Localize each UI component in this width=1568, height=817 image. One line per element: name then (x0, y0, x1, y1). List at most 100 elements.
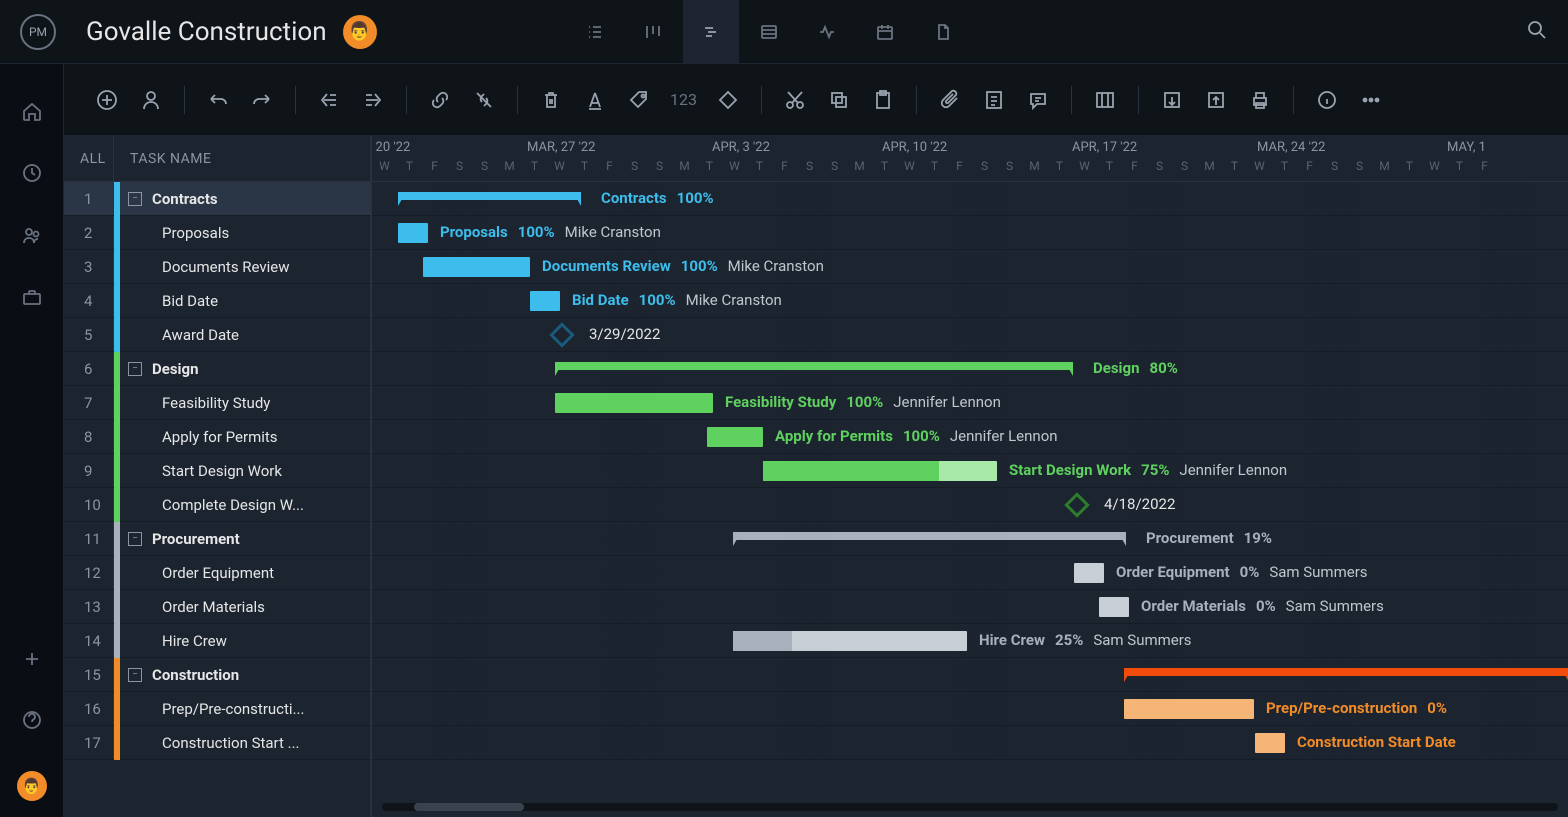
task-row[interactable]: 7Feasibility Study (64, 386, 370, 420)
summary-bar[interactable] (733, 532, 1126, 540)
gantt-row[interactable]: Apply for Permits100%Jennifer Lennon (372, 420, 1568, 454)
gantt-row[interactable]: Order Equipment0%Sam Summers (372, 556, 1568, 590)
horizontal-scrollbar[interactable] (382, 803, 1558, 811)
collapse-icon[interactable]: − (128, 192, 142, 206)
summary-bar[interactable] (1124, 668, 1568, 676)
task-row[interactable]: 13Order Materials (64, 590, 370, 624)
view-board-icon[interactable] (625, 0, 681, 64)
task-row[interactable]: 11−Procurement (64, 522, 370, 556)
task-row[interactable]: 9Start Design Work (64, 454, 370, 488)
briefcase-icon[interactable] (21, 286, 43, 312)
task-bar[interactable] (707, 427, 763, 447)
task-row[interactable]: 17Construction Start ... (64, 726, 370, 760)
project-avatar[interactable]: 👨 (343, 15, 377, 49)
task-row[interactable]: 4Bid Date (64, 284, 370, 318)
gantt-row[interactable]: Contracts100% (372, 182, 1568, 216)
gantt-row[interactable]: Construction Start Date (372, 726, 1568, 760)
task-bar[interactable] (1074, 563, 1104, 583)
add-task-icon[interactable] (88, 81, 126, 119)
task-bar[interactable] (1099, 597, 1129, 617)
task-bar[interactable] (398, 223, 428, 243)
help-icon[interactable] (21, 709, 43, 735)
assign-icon[interactable] (132, 81, 170, 119)
home-icon[interactable] (21, 100, 43, 126)
gantt-row[interactable]: Proposals100%Mike Cranston (372, 216, 1568, 250)
add-icon[interactable] (22, 649, 42, 673)
team-icon[interactable] (21, 224, 43, 250)
view-list-icon[interactable] (567, 0, 623, 64)
gantt-row[interactable]: Design80% (372, 352, 1568, 386)
milestone-marker[interactable] (549, 322, 574, 347)
task-bar[interactable] (1255, 733, 1285, 753)
redo-icon[interactable] (243, 81, 281, 119)
collapse-icon[interactable]: − (128, 668, 142, 682)
summary-bar[interactable] (398, 192, 581, 200)
task-row[interactable]: 6−Design (64, 352, 370, 386)
task-bar[interactable] (763, 461, 997, 481)
view-sheet-icon[interactable] (741, 0, 797, 64)
summary-bar[interactable] (555, 362, 1073, 370)
tag-icon[interactable] (620, 81, 658, 119)
header-task-name[interactable]: TASK NAME (114, 151, 211, 167)
info-icon[interactable] (1308, 81, 1346, 119)
task-row[interactable]: 2Proposals (64, 216, 370, 250)
tool-number-label[interactable]: 123 (664, 90, 703, 109)
gantt-row[interactable]: Start Design Work75%Jennifer Lennon (372, 454, 1568, 488)
header-all[interactable]: ALL (64, 136, 114, 181)
task-bar[interactable] (1124, 699, 1254, 719)
task-row[interactable]: 8Apply for Permits (64, 420, 370, 454)
unlink-icon[interactable] (465, 81, 503, 119)
gantt-row[interactable]: Documents Review100%Mike Cranston (372, 250, 1568, 284)
delete-icon[interactable] (532, 81, 570, 119)
task-row[interactable]: 1−Contracts (64, 182, 370, 216)
collapse-icon[interactable]: − (128, 362, 142, 376)
task-row[interactable]: 3Documents Review (64, 250, 370, 284)
gantt-row[interactable]: Feasibility Study100%Jennifer Lennon (372, 386, 1568, 420)
gantt-row[interactable]: Order Materials0%Sam Summers (372, 590, 1568, 624)
indent-icon[interactable] (354, 81, 392, 119)
columns-icon[interactable] (1086, 81, 1124, 119)
gantt-row[interactable]: 4/18/2022 (372, 488, 1568, 522)
task-row[interactable]: 10Complete Design W... (64, 488, 370, 522)
more-icon[interactable] (1352, 81, 1390, 119)
project-title[interactable]: Govalle Construction (86, 17, 327, 47)
import-icon[interactable] (1153, 81, 1191, 119)
user-avatar[interactable]: 👨 (17, 771, 47, 801)
comment-icon[interactable] (1019, 81, 1057, 119)
app-logo[interactable]: PM (20, 14, 56, 50)
copy-icon[interactable] (820, 81, 858, 119)
collapse-icon[interactable]: − (128, 532, 142, 546)
milestone-marker[interactable] (1064, 492, 1089, 517)
print-icon[interactable] (1241, 81, 1279, 119)
gantt-row[interactable]: Procurement19% (372, 522, 1568, 556)
export-icon[interactable] (1197, 81, 1235, 119)
gantt-row[interactable] (372, 658, 1568, 692)
task-row[interactable]: 15−Construction (64, 658, 370, 692)
task-bar[interactable] (530, 291, 560, 311)
task-row[interactable]: 5Award Date (64, 318, 370, 352)
task-row[interactable]: 16Prep/Pre-constructi... (64, 692, 370, 726)
view-calendar-icon[interactable] (857, 0, 913, 64)
text-style-icon[interactable] (576, 81, 614, 119)
clock-icon[interactable] (21, 162, 43, 188)
outdent-icon[interactable] (310, 81, 348, 119)
task-bar[interactable] (733, 631, 967, 651)
search-icon[interactable] (1526, 19, 1548, 45)
gantt-row[interactable]: Bid Date100%Mike Cranston (372, 284, 1568, 318)
gantt-row[interactable]: Hire Crew25%Sam Summers (372, 624, 1568, 658)
gantt-row[interactable]: 3/29/2022 (372, 318, 1568, 352)
diamond-icon[interactable] (709, 81, 747, 119)
link-icon[interactable] (421, 81, 459, 119)
view-activity-icon[interactable] (799, 0, 855, 64)
paste-icon[interactable] (864, 81, 902, 119)
scroll-thumb[interactable] (414, 803, 524, 811)
notes-icon[interactable] (975, 81, 1013, 119)
attach-icon[interactable] (931, 81, 969, 119)
task-row[interactable]: 12Order Equipment (64, 556, 370, 590)
view-gantt-icon[interactable] (683, 0, 739, 64)
gantt-row[interactable]: Prep/Pre-construction0% (372, 692, 1568, 726)
undo-icon[interactable] (199, 81, 237, 119)
task-row[interactable]: 14Hire Crew (64, 624, 370, 658)
cut-icon[interactable] (776, 81, 814, 119)
task-bar[interactable] (555, 393, 713, 413)
